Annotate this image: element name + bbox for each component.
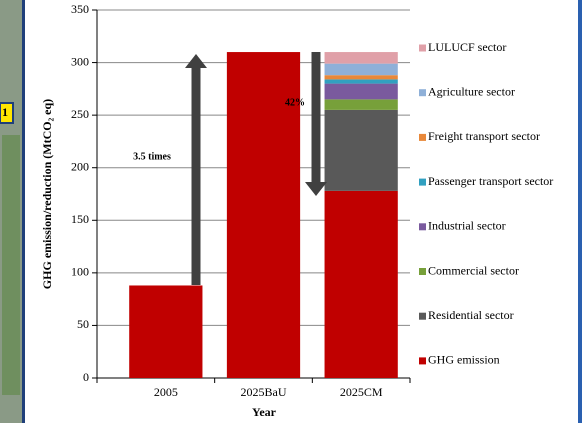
frame-left [22,0,25,423]
x-tick-label: 2025BaU [241,385,287,399]
legend-swatch [419,89,426,97]
bar-segment [324,79,398,84]
legend-swatch [419,312,426,320]
chart: 0 50 100 150 200 250 300 350 2005 2025BaU 2025CM GH… [71,2,553,399]
annotation: 42% [285,97,305,108]
side-badge: 1 [2,105,8,119]
bar-segment [324,63,398,76]
side-badge-box [0,102,14,124]
legend-label: LULUCF sector [428,40,506,54]
side-image-detail [2,135,20,395]
bar-segment [324,83,398,100]
y-axis-label: GHG emission/reduction (MtCO₂ eq) [40,99,54,289]
bar-segment [324,190,398,378]
legend-swatch [419,223,426,231]
bar-segment [129,285,203,378]
legend-swatch [419,133,426,141]
bar-segment [226,52,301,379]
decrease-arrow-head [305,182,327,196]
x-tick-label: 2025CM [340,385,383,399]
legend-label: Freight transport sector [428,129,540,143]
legend-swatch [419,178,426,186]
legend-swatch [419,44,426,52]
bar-segment [324,52,398,64]
increase-arrow-head [185,54,207,68]
frame-right [578,0,582,423]
legend-label: Commercial sector [428,263,519,277]
legend-label: Passenger transport sector [428,174,553,188]
legend-label: Agriculture sector [428,84,515,98]
y-tick-label: 50 [77,317,89,331]
legend-label: GHG emission [428,353,500,367]
y-tick-label: 250 [71,107,89,121]
annotation: 3.5 times [133,151,171,162]
legend-label: Industrial sector [428,219,506,233]
x-tick-label: 2005 [154,385,178,399]
y-tick-label: 200 [71,159,89,173]
y-tick-label: 0 [83,370,89,384]
y-tick-label: 150 [71,212,89,226]
y-tick-label: 350 [71,2,89,16]
legend-swatch [419,268,426,275]
x-axis-label: Year [252,405,277,419]
y-tick-label: 300 [71,54,89,68]
legend-label: Residential sector [428,308,514,322]
legend-swatch [419,357,426,365]
y-tick-label: 100 [71,265,89,279]
bar-segment [324,75,398,80]
bar-segment [324,99,398,110]
bar-segment [324,109,398,191]
